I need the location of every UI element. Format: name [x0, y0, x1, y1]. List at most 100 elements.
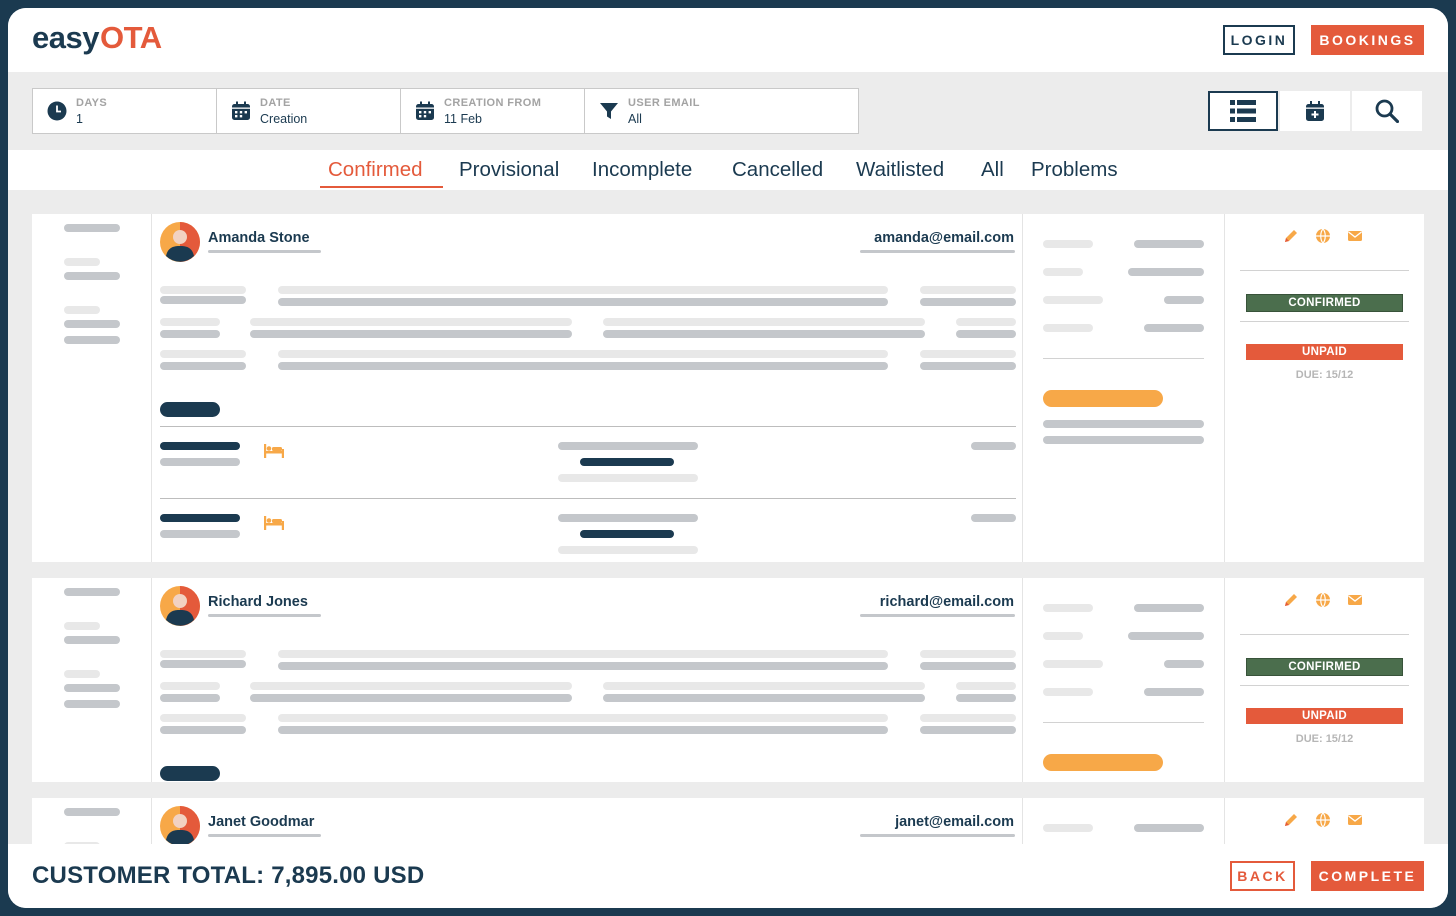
- placeholder-line: [1043, 688, 1093, 696]
- details-toggle-button[interactable]: [160, 402, 220, 417]
- placeholder-line: [64, 258, 100, 266]
- tab-problems[interactable]: Problems: [1031, 158, 1118, 181]
- booking-card[interactable]: Janet Goodmar janet@email.com: [32, 798, 1424, 844]
- mail-icon[interactable]: [1347, 592, 1363, 608]
- filter-days-value: 1: [76, 112, 83, 126]
- list-view-button[interactable]: [1208, 91, 1278, 131]
- placeholder-line: [278, 714, 888, 722]
- divider: [1043, 358, 1204, 359]
- booking-meta-column: [32, 798, 152, 844]
- mail-icon[interactable]: [1347, 812, 1363, 828]
- filter-bar: DAYS 1 DATE Creation CREATION FROM 11 Fe…: [32, 88, 859, 134]
- placeholder-line: [64, 336, 120, 344]
- placeholder-line: [160, 694, 220, 702]
- avatar: [160, 222, 200, 262]
- calendar-add-button[interactable]: [1280, 91, 1350, 131]
- customer-name[interactable]: Richard Jones: [208, 594, 308, 610]
- tab-waitlisted[interactable]: Waitlisted: [856, 158, 945, 181]
- placeholder-line: [1134, 240, 1204, 248]
- globe-icon[interactable]: [1315, 228, 1331, 244]
- placeholder-line: [1164, 296, 1204, 304]
- placeholder-line: [920, 350, 1016, 358]
- globe-icon[interactable]: [1315, 812, 1331, 828]
- placeholder-line: [160, 514, 240, 522]
- placeholder-line: [1043, 660, 1103, 668]
- placeholder-line: [64, 320, 120, 328]
- filter-user-email-label: USER EMAIL: [628, 97, 700, 109]
- customer-email[interactable]: janet@email.com: [895, 814, 1014, 830]
- divider: [1240, 270, 1409, 271]
- filter-creation-from[interactable]: CREATION FROM 11 Feb: [401, 89, 585, 133]
- logo-prefix: easy: [32, 20, 99, 55]
- back-button[interactable]: BACK: [1230, 861, 1295, 891]
- filter-user-email[interactable]: USER EMAIL All: [585, 89, 858, 133]
- bookings-button[interactable]: BOOKINGS: [1311, 25, 1424, 55]
- tab-incomplete[interactable]: Incomplete: [592, 158, 693, 181]
- placeholder-line: [1043, 296, 1103, 304]
- tab-provisional[interactable]: Provisional: [459, 158, 560, 181]
- due-date: DUE: 15/12: [1295, 733, 1354, 745]
- placeholder-line: [1043, 604, 1093, 612]
- pay-now-button[interactable]: [1043, 754, 1163, 771]
- tab-all[interactable]: All: [981, 158, 1004, 181]
- mail-icon[interactable]: [1347, 228, 1363, 244]
- placeholder-line: [1144, 324, 1204, 332]
- booking-card[interactable]: Richard Jones richard@email.com: [32, 578, 1424, 782]
- pay-now-button[interactable]: [1043, 390, 1163, 407]
- details-toggle-button[interactable]: [160, 766, 220, 781]
- divider: [160, 426, 1016, 427]
- placeholder-line: [956, 694, 1016, 702]
- edit-icon[interactable]: [1283, 228, 1299, 244]
- edit-icon[interactable]: [1283, 812, 1299, 828]
- placeholder-line: [208, 834, 321, 837]
- filter-days[interactable]: DAYS 1: [33, 89, 217, 133]
- placeholder-line: [1128, 268, 1204, 276]
- placeholder-line: [580, 458, 674, 466]
- globe-icon[interactable]: [1315, 592, 1331, 608]
- placeholder-line: [580, 530, 674, 538]
- easyota-logo[interactable]: easy OTA: [32, 20, 162, 56]
- placeholder-line: [160, 442, 240, 450]
- placeholder-line: [160, 350, 246, 358]
- placeholder-line: [558, 474, 698, 482]
- filter-creation-from-value: 11 Feb: [444, 112, 482, 126]
- placeholder-line: [1043, 420, 1204, 428]
- login-button[interactable]: LOGIN: [1223, 25, 1295, 55]
- placeholder-line: [160, 660, 246, 668]
- divider: [1043, 722, 1204, 723]
- placeholder-line: [920, 726, 1016, 734]
- tab-confirmed[interactable]: Confirmed: [328, 158, 423, 181]
- placeholder-line: [160, 318, 220, 326]
- booking-actions-column: [1225, 798, 1424, 844]
- placeholder-line: [603, 682, 925, 690]
- placeholder-line: [558, 546, 698, 554]
- complete-button[interactable]: COMPLETE: [1311, 861, 1424, 891]
- list-view-icon: [1230, 100, 1256, 122]
- placeholder-line: [860, 834, 1015, 837]
- placeholder-line: [64, 588, 120, 596]
- customer-name[interactable]: Janet Goodmar: [208, 814, 315, 830]
- placeholder-line: [1134, 604, 1204, 612]
- placeholder-line: [278, 350, 888, 358]
- filter-date[interactable]: DATE Creation: [217, 89, 401, 133]
- placeholder-line: [64, 224, 120, 232]
- placeholder-line: [1128, 632, 1204, 640]
- placeholder-line: [250, 682, 572, 690]
- placeholder-line: [860, 614, 1015, 617]
- customer-name[interactable]: Amanda Stone: [208, 230, 310, 246]
- edit-icon[interactable]: [1283, 592, 1299, 608]
- placeholder-line: [1134, 824, 1204, 832]
- placeholder-line: [160, 714, 246, 722]
- placeholder-line: [558, 514, 698, 522]
- booking-card[interactable]: Amanda Stone amanda@email.com: [32, 214, 1424, 562]
- search-button[interactable]: [1352, 91, 1422, 131]
- placeholder-line: [160, 650, 246, 658]
- divider: [1240, 634, 1409, 635]
- customer-email[interactable]: amanda@email.com: [874, 230, 1014, 246]
- tab-cancelled[interactable]: Cancelled: [732, 158, 824, 181]
- customer-email[interactable]: richard@email.com: [879, 594, 1014, 610]
- placeholder-line: [1043, 436, 1204, 444]
- divider: [1240, 321, 1409, 322]
- clock-icon: [47, 101, 67, 121]
- placeholder-line: [956, 330, 1016, 338]
